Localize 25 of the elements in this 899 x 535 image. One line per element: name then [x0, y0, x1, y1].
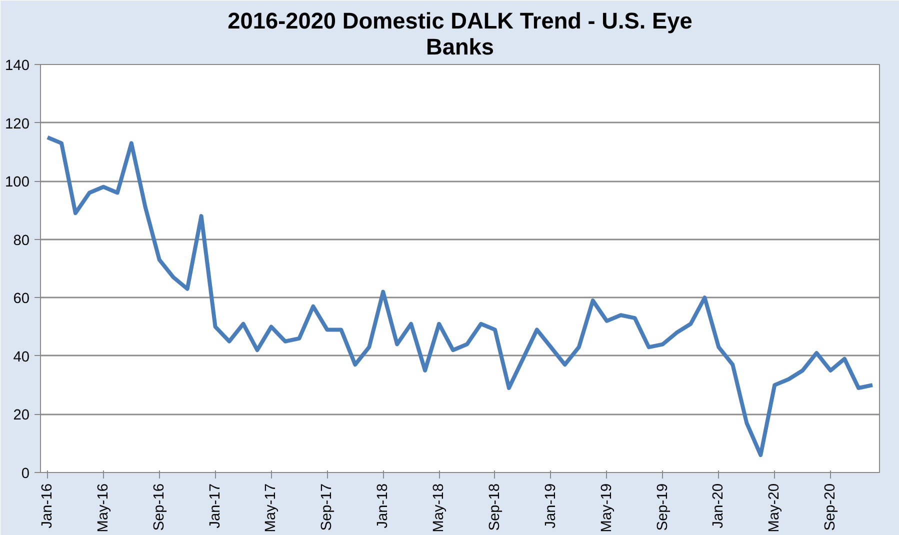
x-tick-label: Jan-20 [710, 483, 727, 528]
x-tick-label: Jan-17 [207, 483, 224, 528]
x-tick-label: Sep-19 [654, 483, 671, 531]
x-tick-label: Jan-19 [542, 483, 559, 528]
y-tick-label: 80 [13, 232, 30, 249]
x-tick-label: May-19 [598, 483, 615, 532]
chart-title: 2016-2020 Domestic DALK Trend - U.S. Eye Banks [228, 8, 692, 60]
x-tick-label: Jan-16 [39, 483, 56, 528]
y-tick-label: 40 [13, 349, 30, 366]
x-tick-label: Sep-20 [822, 483, 839, 531]
line-series [45, 135, 875, 458]
x-tick-label: Sep-16 [151, 483, 168, 531]
y-tick-label: 140 [5, 58, 30, 74]
y-tick-label: 120 [5, 116, 30, 132]
y-tick-label: 20 [13, 408, 30, 424]
y-tick-label: 100 [5, 174, 30, 191]
x-tick-label: May-17 [263, 483, 280, 532]
y-tick-label: 0 [21, 466, 30, 482]
x-tick-label: May-20 [766, 483, 783, 532]
x-tick-label: Jan-18 [375, 483, 392, 528]
x-tick-label: Sep-17 [319, 483, 336, 531]
x-tick-label: May-18 [431, 483, 448, 532]
x-tick-label: May-16 [95, 483, 112, 532]
y-tick-label: 60 [13, 291, 30, 308]
x-tick-label: Sep-18 [486, 483, 503, 531]
